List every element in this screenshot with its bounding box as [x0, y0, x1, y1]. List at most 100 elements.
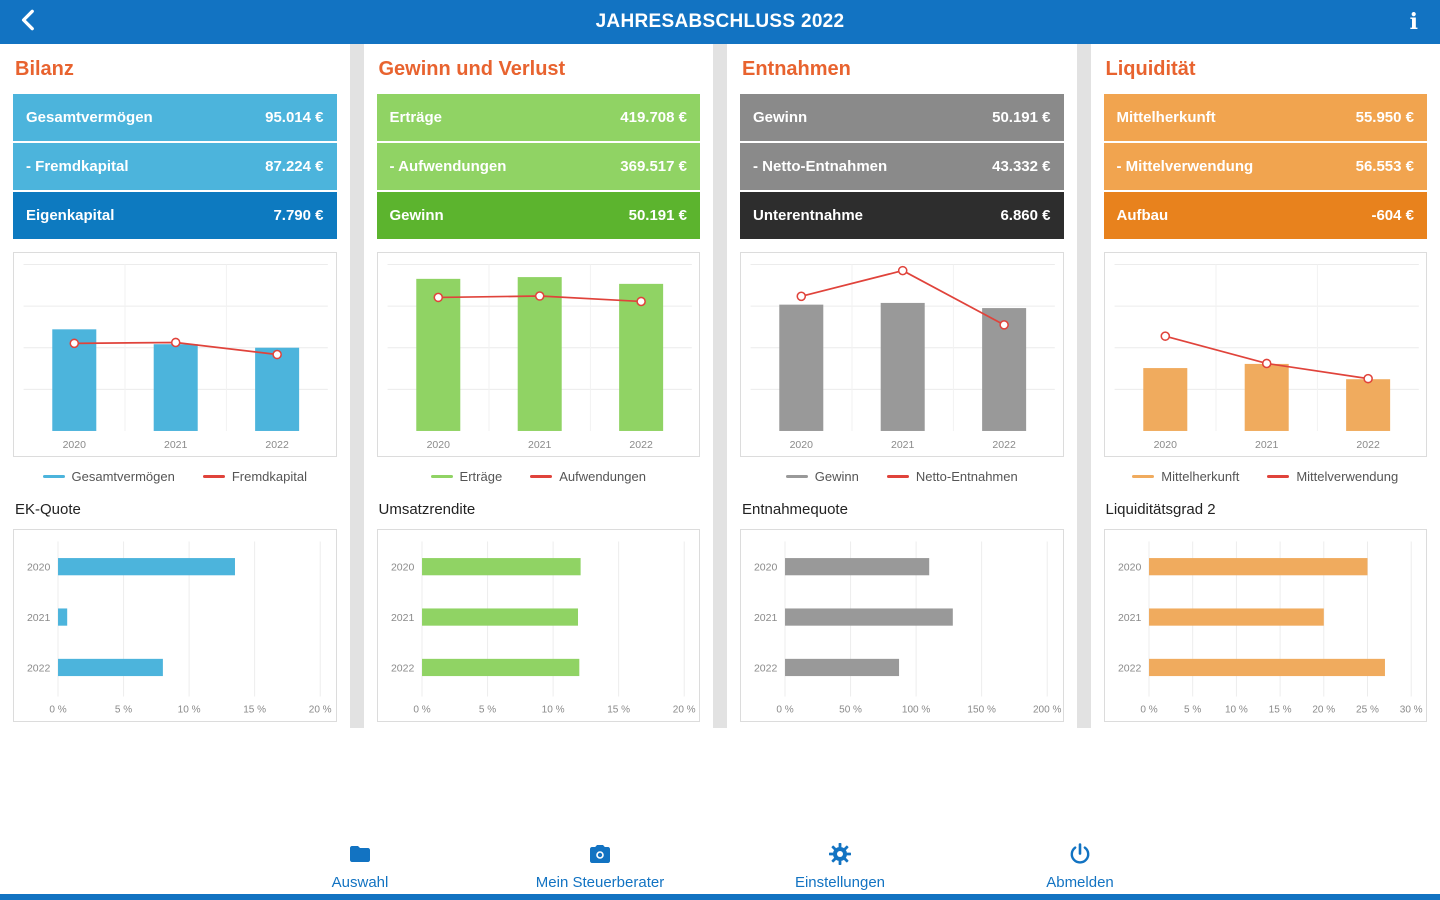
legend-item-line-series: Fremdkapital: [202, 468, 307, 484]
dashboard-column: Bilanz Gesamtvermögen 95.014 € - Fremdka…: [0, 44, 350, 729]
summary-value: 369.517 €: [620, 158, 687, 175]
svg-text:2020: 2020: [1153, 439, 1177, 451]
svg-text:2022: 2022: [1356, 439, 1380, 451]
bar-series-swatch: [785, 474, 808, 478]
bar-series-swatch: [42, 474, 65, 478]
svg-text:2021: 2021: [891, 439, 915, 451]
svg-text:15 %: 15 %: [607, 705, 630, 716]
quote-chart: 0 % 5 % 10 % 15 % 20 % 25 % 30 % 2020 2021 2022: [1117, 541, 1422, 716]
svg-text:25 %: 25 %: [1356, 705, 1379, 716]
summary-label: - Aufwendungen: [389, 158, 507, 175]
svg-text:30 %: 30 %: [1399, 705, 1422, 716]
bottom-nav-bar: Auswahl Mein Steuerberater: [0, 838, 1440, 894]
summary-label: - Netto-Entnahmen: [753, 158, 888, 175]
svg-text:0 %: 0 %: [49, 705, 66, 716]
combo-chart-box: 2020 2021 2022: [376, 252, 700, 457]
folder-icon: [347, 842, 373, 871]
dashboard-column: Entnahmen Gewinn 50.191 € - Netto-Entnah…: [713, 44, 1077, 729]
info-icon: i: [1409, 9, 1418, 35]
summary-label: Mittelherkunft: [1116, 109, 1216, 126]
summary-label: Eigenkapital: [26, 207, 115, 224]
column-title: Liquidität: [1105, 58, 1196, 80]
legend-label: Gesamtvermögen: [71, 468, 175, 484]
quote-chart-title: Umsatzrendite: [378, 500, 476, 518]
back-arrow-icon: [16, 7, 42, 38]
summary-row: - Fremdkapital 87.224 €: [13, 143, 337, 190]
nav-item-einstellungen[interactable]: Einstellungen: [720, 842, 960, 891]
chart-legend: Erträge Aufwendungen: [377, 469, 701, 484]
summary-row: - Aufwendungen 369.517 €: [376, 143, 700, 190]
summary-value: 6.860 €: [1000, 207, 1051, 224]
svg-text:20 %: 20 %: [309, 705, 332, 716]
summary-panel: Gesamtvermögen 95.014 € - Fremdkapital 8…: [13, 94, 337, 239]
info-button[interactable]: i: [1404, 11, 1424, 33]
page-title: JAHRESABSCHLUSS 2022: [595, 11, 845, 32]
nav-item-abmelden[interactable]: Abmelden: [960, 842, 1200, 891]
quote-chart: 0 % 5 % 10 % 15 % 20 % 2020 2021 2022: [390, 541, 695, 716]
summary-value: 7.790 €: [273, 207, 324, 224]
svg-text:2021: 2021: [754, 612, 778, 624]
svg-text:2020: 2020: [27, 561, 51, 573]
line-series-swatch: [202, 474, 225, 478]
svg-text:2020: 2020: [754, 561, 778, 573]
nav-label: Abmelden: [1046, 873, 1114, 891]
summary-panel: Erträge 419.708 € - Aufwendungen 369.517…: [376, 94, 700, 239]
camera-icon: [587, 842, 613, 871]
summary-row: - Netto-Entnahmen 43.332 €: [740, 143, 1064, 190]
nav-label: Auswahl: [331, 873, 389, 891]
quote-chart-title: Entnahmequote: [742, 500, 848, 518]
summary-row: - Mittelverwendung 56.553 €: [1103, 143, 1427, 190]
combo-chart: 2020 2021 2022: [387, 264, 692, 451]
columns-row: Bilanz Gesamtvermögen 95.014 € - Fremdka…: [0, 44, 1440, 729]
svg-text:2022: 2022: [265, 439, 289, 451]
summary-value: 87.224 €: [265, 158, 324, 175]
bar-series-swatch: [430, 474, 453, 478]
legend-label: Fremdkapital: [231, 468, 307, 484]
svg-text:2021: 2021: [164, 439, 188, 451]
legend-label: Erträge: [459, 468, 503, 484]
summary-label: Gesamtvermögen: [26, 109, 153, 126]
svg-text:10 %: 10 %: [1224, 705, 1247, 716]
svg-text:100 %: 100 %: [902, 705, 931, 716]
back-button[interactable]: [16, 7, 42, 38]
quote-chart-title: EK-Quote: [15, 500, 81, 518]
legend-label: Gewinn: [814, 468, 859, 484]
svg-text:2022: 2022: [629, 439, 653, 451]
svg-text:0 %: 0 %: [776, 705, 793, 716]
svg-text:2022: 2022: [390, 662, 414, 674]
svg-text:50 %: 50 %: [839, 705, 862, 716]
legend-item-bar-series: Mittelherkunft: [1132, 469, 1239, 484]
legend-label: Mittelverwendung: [1296, 468, 1399, 484]
combo-chart-box: 2020 2021 2022: [1103, 252, 1427, 457]
legend-item-bar-series: Erträge: [430, 468, 503, 484]
summary-value: 43.332 €: [992, 158, 1051, 175]
summary-value: 56.553 €: [1355, 158, 1414, 175]
quote-chart: 0 % 5 % 10 % 15 % 20 % 2020 2021 2022: [27, 541, 332, 716]
nav-item-mein-steuerberater[interactable]: Mein Steuerberater: [480, 842, 720, 891]
svg-text:2020: 2020: [1117, 561, 1141, 573]
line-series-swatch: [530, 474, 553, 478]
nav-item-auswahl[interactable]: Auswahl: [240, 842, 480, 891]
svg-text:5 %: 5 %: [115, 705, 132, 716]
quote-chart-box: 0 % 5 % 10 % 15 % 20 % 25 % 30 % 2020 2021 2022: [1103, 528, 1427, 723]
bar-series-swatch: [1132, 474, 1155, 478]
top-app-bar: JAHRESABSCHLUSS 2022 i: [0, 0, 1440, 44]
combo-chart: 2020 2021 2022: [23, 264, 328, 451]
svg-text:2020: 2020: [63, 439, 87, 451]
svg-text:2022: 2022: [754, 662, 778, 674]
svg-text:2020: 2020: [390, 561, 414, 573]
summary-label: - Mittelverwendung: [1116, 158, 1254, 175]
summary-total-row: Unterentnahme 6.860 €: [740, 192, 1064, 239]
legend-label: Mittelherkunft: [1161, 468, 1240, 484]
svg-text:15 %: 15 %: [1268, 705, 1291, 716]
combo-chart: 2020 2021 2022: [750, 264, 1055, 451]
summary-value: 95.014 €: [265, 109, 324, 126]
svg-text:0 %: 0 %: [413, 705, 430, 716]
legend-label: Netto-Entnahmen: [915, 468, 1018, 484]
summary-row: Gesamtvermögen 95.014 €: [13, 94, 337, 141]
summary-row: Erträge 419.708 €: [376, 94, 700, 141]
chart-legend: Gewinn Netto-Entnahmen: [740, 469, 1064, 484]
quote-chart-title: Liquiditätsgrad 2: [1105, 500, 1216, 518]
bottom-accent-bar: [0, 894, 1440, 900]
